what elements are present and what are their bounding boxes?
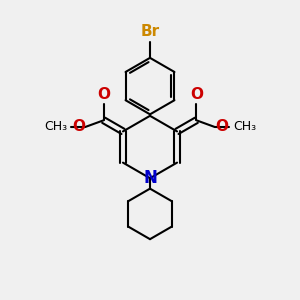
Text: N: N [143, 169, 157, 187]
Text: O: O [215, 119, 228, 134]
Text: O: O [72, 119, 85, 134]
Text: CH₃: CH₃ [233, 120, 256, 134]
Text: CH₃: CH₃ [44, 120, 67, 134]
Text: Br: Br [140, 24, 160, 39]
Text: O: O [190, 87, 203, 102]
Text: O: O [97, 87, 110, 102]
